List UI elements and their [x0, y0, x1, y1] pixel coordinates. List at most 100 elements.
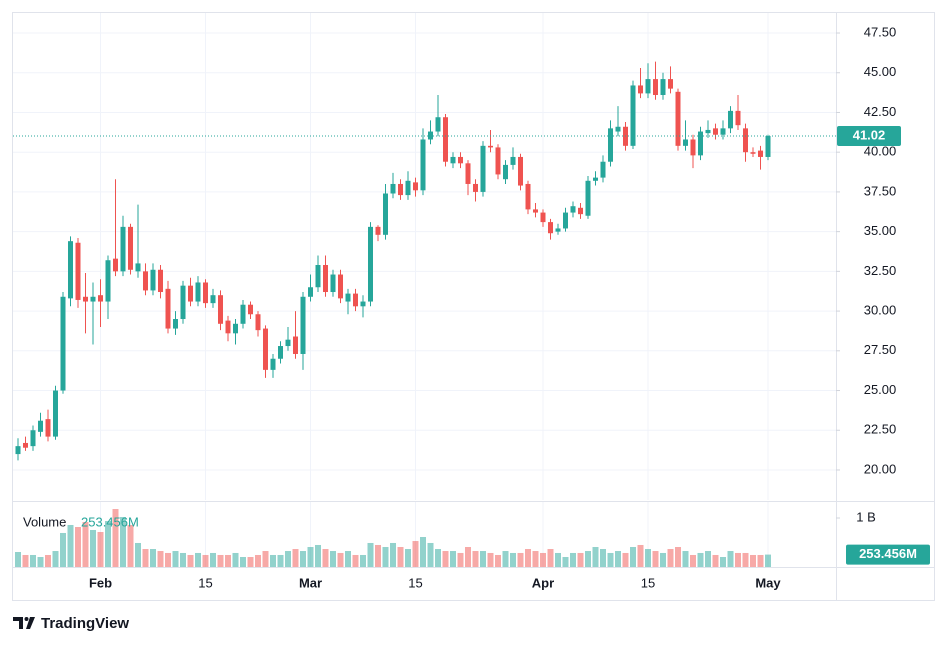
volume-bar	[195, 552, 201, 567]
volume-legend-name: Volume	[23, 514, 66, 529]
volume-bar	[202, 554, 209, 567]
candle-body	[23, 442, 28, 448]
candle-body	[375, 226, 381, 235]
candle-body	[180, 285, 186, 320]
chart-frame	[12, 12, 935, 601]
volume-bar	[510, 552, 516, 567]
volume-bar	[435, 549, 441, 567]
candle-body	[98, 295, 103, 302]
candle-body	[735, 110, 741, 126]
candle-body	[285, 339, 291, 347]
volume-bar	[382, 547, 389, 567]
candle-body	[263, 328, 268, 370]
candle-body	[480, 145, 486, 192]
volume-bar	[390, 542, 396, 567]
y-tick-label: 22.50	[864, 422, 897, 437]
x-tick-label: 15	[198, 575, 212, 590]
volume-bar	[495, 554, 501, 567]
candle-body	[518, 156, 523, 186]
candle-body	[38, 420, 43, 432]
candle-body	[105, 260, 111, 302]
volume-bar	[742, 552, 749, 567]
volume-bar	[75, 527, 81, 567]
volume-bar	[667, 549, 674, 567]
candle-body	[158, 269, 163, 293]
candle-body	[210, 295, 216, 304]
volume-bar	[105, 521, 111, 567]
volume-bar	[120, 517, 126, 567]
volume-bar	[150, 549, 156, 567]
candle-body	[128, 226, 133, 270]
volume-bar	[540, 552, 546, 567]
candle-body	[75, 242, 81, 300]
volume-bar	[97, 532, 104, 567]
volume-bar	[585, 551, 591, 567]
candle-body	[225, 320, 231, 334]
volume-bar	[555, 552, 561, 567]
volume-bar	[600, 549, 606, 567]
candle-body	[660, 79, 666, 95]
volume-bar	[225, 554, 231, 567]
candle-body	[698, 131, 703, 156]
candle-body	[293, 336, 298, 354]
volume-bar	[15, 552, 21, 567]
candle-body	[570, 206, 576, 213]
candle-body	[248, 304, 253, 315]
candle-body	[338, 274, 343, 299]
candle-body	[593, 177, 598, 181]
volume-bar	[570, 552, 576, 567]
volume-bar	[712, 554, 719, 567]
candle-body	[143, 271, 148, 291]
candle-body	[270, 358, 276, 370]
candle-body	[758, 150, 763, 157]
volume-bar	[367, 542, 374, 567]
candle-body	[323, 265, 328, 293]
candle-body	[473, 183, 478, 192]
candle-body	[578, 207, 583, 215]
volume-bar	[345, 551, 351, 567]
volume-bar	[735, 552, 741, 567]
volume-bar	[472, 551, 479, 567]
volume-bar	[457, 552, 464, 567]
x-tick-label: May	[755, 575, 781, 590]
volume-bar	[45, 554, 51, 567]
candle-body	[383, 193, 388, 235]
candle-body	[615, 126, 621, 132]
volume-bar	[405, 549, 411, 567]
y-tick-label: 30.00	[864, 303, 897, 318]
volume-bar	[300, 551, 306, 567]
candle-body	[668, 79, 673, 89]
y-tick-label: 27.50	[864, 342, 897, 357]
candle-body	[743, 128, 748, 153]
x-tick-label: 15	[641, 575, 655, 590]
candle-body	[173, 319, 178, 329]
volume-bar	[30, 554, 36, 567]
candle-body	[465, 163, 471, 184]
candle-body	[713, 128, 718, 135]
volume-bar	[135, 542, 141, 567]
candle-body	[135, 263, 141, 272]
volume-bar	[127, 524, 134, 567]
candle-body	[720, 128, 726, 135]
candle-body	[45, 419, 51, 437]
candle-body	[645, 79, 651, 94]
candle-body	[405, 180, 411, 196]
volume-bar	[660, 552, 666, 567]
candle-body	[585, 180, 591, 216]
volume-tick-label: 1 B	[856, 509, 876, 524]
volume-bar	[285, 551, 291, 567]
y-tick-label: 47.50	[864, 24, 897, 39]
volume-bar	[22, 554, 29, 567]
candle-body	[443, 117, 448, 162]
candle-body	[608, 128, 613, 162]
volume-badge	[846, 544, 930, 565]
volume-bar	[720, 557, 726, 567]
y-tick-label: 42.50	[864, 104, 897, 119]
candle-body	[53, 390, 58, 437]
candle-body	[120, 226, 126, 272]
candle-body	[68, 241, 73, 299]
volume-bar	[375, 544, 381, 567]
volume-bar	[502, 551, 509, 567]
candle-body	[548, 222, 553, 234]
volume-bar	[517, 552, 524, 567]
